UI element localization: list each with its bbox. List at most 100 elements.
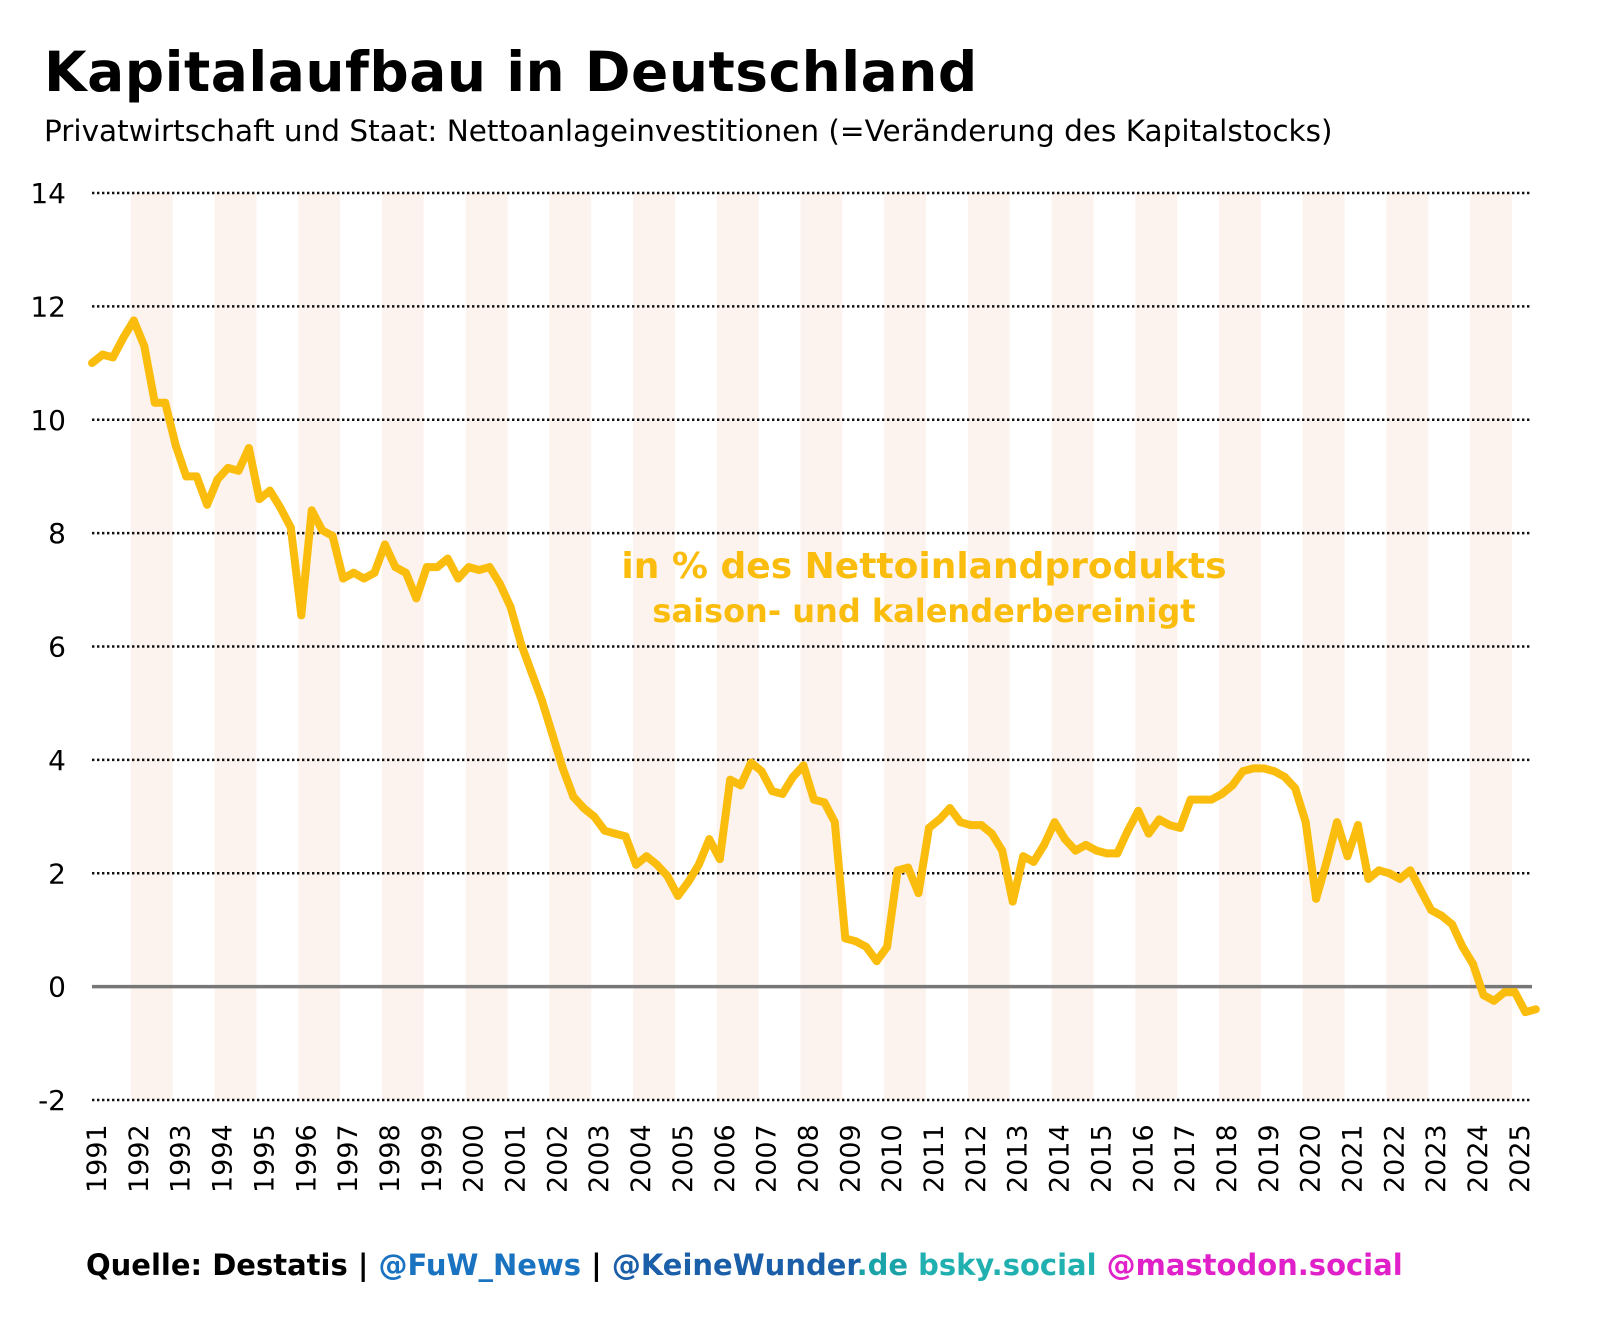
x-tick-label: 2010: [877, 1124, 908, 1193]
data-point: [1165, 821, 1174, 830]
footer-handle-keinewunder-domain[interactable]: .de: [856, 1248, 909, 1282]
year-band-2010: [884, 193, 926, 1100]
footer-bsky[interactable]: bsky.social: [908, 1248, 1097, 1282]
data-point: [307, 506, 316, 515]
year-band-2016: [1135, 193, 1178, 1100]
x-tick-label: 2015: [1086, 1124, 1117, 1193]
data-point: [673, 891, 682, 900]
year-band-2024: [1470, 193, 1512, 1100]
data-point: [98, 350, 107, 359]
footer-separator: |: [347, 1248, 379, 1282]
x-tick-label: 1992: [124, 1124, 155, 1193]
data-point: [1374, 866, 1383, 875]
data-point: [537, 696, 546, 705]
y-tick-label: 14: [30, 177, 66, 210]
data-point: [401, 568, 410, 577]
x-tick-label: 2007: [752, 1124, 783, 1193]
data-point: [88, 359, 96, 368]
data-point: [1071, 846, 1080, 855]
data-point: [883, 942, 892, 951]
data-point: [203, 500, 212, 509]
y-tick-label: 0: [48, 971, 66, 1004]
data-point: [1270, 767, 1279, 776]
data-point: [904, 863, 913, 872]
x-tick-label: 1991: [82, 1124, 113, 1193]
x-tick-label: 2021: [1338, 1124, 1369, 1193]
data-point: [1134, 806, 1143, 815]
data-point: [621, 832, 630, 841]
x-tick-label: 2018: [1212, 1124, 1243, 1193]
year-band-1994: [214, 193, 257, 1100]
data-point: [1427, 906, 1436, 915]
data-point: [1176, 823, 1185, 832]
data-point: [579, 804, 588, 813]
data-point: [422, 563, 431, 572]
data-point: [820, 798, 829, 807]
y-tick-label: 12: [30, 290, 66, 323]
data-point: [799, 761, 808, 770]
data-point: [1354, 821, 1362, 830]
x-tick-label: 2000: [459, 1124, 490, 1193]
x-tick-label: 2002: [542, 1124, 573, 1193]
data-point: [1081, 840, 1090, 849]
data-point: [757, 767, 766, 776]
data-point: [517, 639, 525, 648]
data-point: [1437, 911, 1446, 920]
data-point: [1280, 772, 1289, 781]
data-point: [747, 758, 756, 767]
footer-mastodon[interactable]: @mastodon.social: [1096, 1248, 1403, 1282]
data-point: [809, 795, 818, 804]
data-point: [914, 889, 923, 898]
data-point: [1500, 988, 1509, 997]
x-tick-label: 2013: [1003, 1124, 1034, 1193]
data-point: [1207, 795, 1216, 804]
data-point: [391, 563, 400, 572]
chart-subtitle: Privatwirtschaft und Staat: Nettoanlagei…: [44, 114, 1333, 148]
data-point: [851, 937, 860, 946]
year-band-2002: [549, 193, 592, 1100]
x-tick-label: 2014: [1045, 1124, 1076, 1193]
y-tick-label: -2: [38, 1084, 66, 1117]
data-point: [1249, 764, 1258, 773]
data-point: [1364, 874, 1373, 883]
data-point: [1416, 886, 1425, 895]
data-point: [286, 523, 295, 532]
footer-handle-keinewunder[interactable]: @KeineWunder: [611, 1248, 857, 1282]
annotation-adjustment: saison- und kalenderbereinigt: [652, 592, 1195, 630]
data-point: [1061, 835, 1069, 844]
data-point: [1490, 996, 1498, 1005]
x-tick-label: 2005: [668, 1124, 699, 1193]
data-point: [171, 441, 180, 450]
x-tick-label: 2008: [794, 1124, 825, 1193]
data-point: [464, 563, 473, 572]
x-axis-ticks: 1991 1992 1993 1994 1995 1996 1997 1998 1999 2000…: [82, 1124, 1536, 1193]
data-point: [244, 444, 253, 453]
data-points: [88, 316, 1540, 1017]
data-point: [945, 804, 954, 813]
data-point: [1301, 818, 1310, 827]
data-point: [726, 775, 735, 784]
data-point: [893, 866, 902, 875]
data-point: [150, 398, 159, 407]
data-point: [182, 472, 191, 481]
data-point: [715, 855, 724, 864]
x-tick-label: 2025: [1505, 1124, 1536, 1193]
data-point: [768, 787, 777, 796]
data-point: [632, 860, 641, 869]
footer-handle-fuw[interactable]: @FuW_News: [378, 1248, 582, 1282]
x-tick-label: 2023: [1421, 1124, 1452, 1193]
data-point: [778, 789, 787, 798]
data-point: [590, 812, 599, 821]
data-point: [1197, 795, 1205, 804]
data-point: [558, 764, 567, 773]
x-tick-label: 1994: [208, 1124, 239, 1193]
data-point: [1531, 1005, 1540, 1014]
data-point: [642, 852, 651, 861]
data-point: [1040, 840, 1049, 849]
chart-title: Kapitalaufbau in Deutschland: [44, 40, 978, 104]
data-point: [1469, 960, 1477, 968]
data-point: [694, 860, 703, 869]
data-point: [1312, 894, 1321, 903]
data-point: [935, 815, 944, 824]
